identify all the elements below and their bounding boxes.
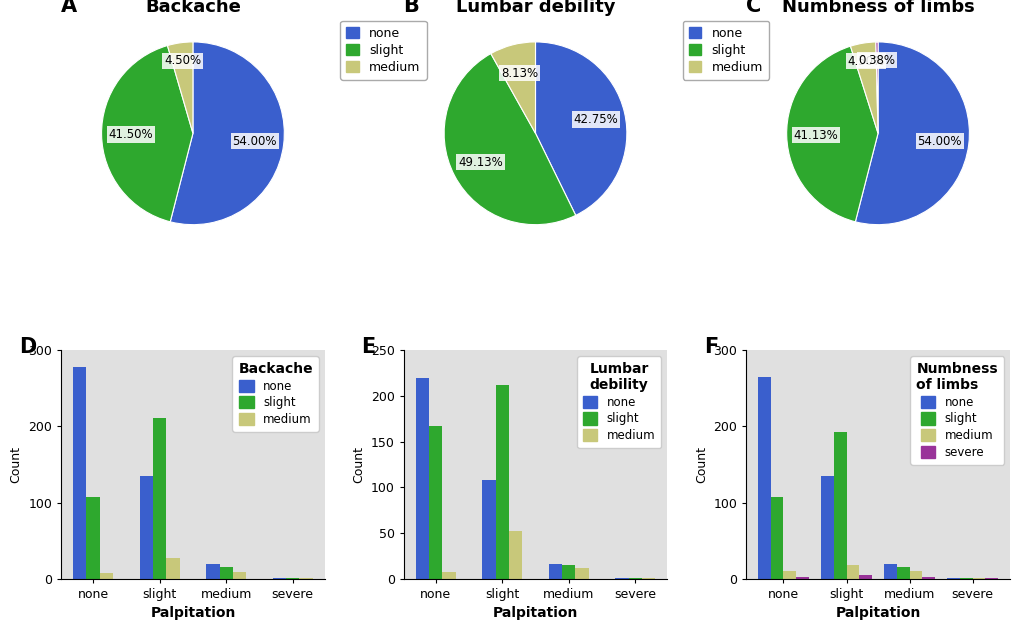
Text: 8.13%: 8.13% (500, 67, 538, 80)
Bar (896, 567, 909, 579)
Bar (140, 476, 153, 579)
Text: C: C (745, 0, 760, 17)
Wedge shape (170, 42, 284, 225)
Bar (416, 378, 429, 579)
Bar (87, 497, 100, 579)
Bar (300, 578, 313, 579)
X-axis label: Palpitation: Palpitation (150, 606, 235, 620)
Title: Numbness of limbs: Numbness of limbs (781, 0, 973, 16)
Wedge shape (102, 46, 193, 222)
Wedge shape (443, 53, 575, 225)
Y-axis label: Count: Count (352, 446, 365, 483)
Bar (846, 565, 858, 579)
Bar (285, 578, 300, 579)
Bar (206, 563, 219, 579)
Text: 4.50%: 4.50% (847, 55, 883, 67)
Text: 54.00%: 54.00% (916, 135, 961, 148)
Bar (783, 571, 795, 579)
Bar (984, 578, 997, 579)
Bar (272, 578, 285, 579)
Text: E: E (362, 336, 375, 357)
Text: 4.50%: 4.50% (164, 55, 201, 67)
Bar (429, 426, 442, 579)
Bar (100, 572, 113, 579)
Legend: none, slight, medium: none, slight, medium (232, 356, 319, 432)
Bar (959, 578, 972, 579)
Bar (628, 578, 641, 579)
Bar (858, 575, 871, 579)
Wedge shape (167, 42, 193, 134)
Bar (883, 563, 896, 579)
Y-axis label: Count: Count (694, 446, 707, 483)
Legend: none, slight, medium: none, slight, medium (682, 21, 768, 80)
Bar (166, 558, 179, 579)
Bar (508, 531, 522, 579)
Text: 0.38%: 0.38% (858, 53, 895, 67)
Bar (757, 377, 770, 579)
Legend: none, slight, medium, severe: none, slight, medium, severe (910, 356, 1003, 464)
Text: 49.13%: 49.13% (458, 156, 502, 169)
Text: F: F (703, 336, 717, 357)
Bar (770, 497, 783, 579)
Bar (947, 578, 959, 579)
Bar (834, 432, 846, 579)
Bar (73, 367, 87, 579)
Bar (442, 572, 455, 579)
Wedge shape (875, 42, 877, 134)
Bar (153, 418, 166, 579)
Bar (909, 571, 921, 579)
Text: 41.50%: 41.50% (108, 128, 153, 141)
X-axis label: Palpitation: Palpitation (492, 606, 578, 620)
Bar (575, 568, 588, 579)
Bar (219, 567, 232, 579)
X-axis label: Palpitation: Palpitation (835, 606, 920, 620)
Bar (495, 385, 508, 579)
Text: 54.00%: 54.00% (232, 135, 276, 148)
Bar (641, 578, 654, 579)
Wedge shape (535, 42, 627, 216)
Legend: none, slight, medium: none, slight, medium (340, 21, 426, 80)
Text: B: B (403, 0, 419, 17)
Title: Backache: Backache (145, 0, 240, 16)
Bar (972, 578, 984, 579)
Bar (561, 565, 575, 579)
Wedge shape (855, 42, 968, 225)
Bar (614, 578, 628, 579)
Wedge shape (786, 46, 877, 222)
Text: D: D (19, 336, 37, 357)
Bar (232, 572, 246, 579)
Text: 41.13%: 41.13% (793, 128, 838, 142)
Text: A: A (60, 0, 76, 17)
Bar (795, 577, 808, 579)
Bar (820, 476, 834, 579)
Wedge shape (490, 42, 535, 134)
Text: 42.75%: 42.75% (573, 113, 618, 126)
Y-axis label: Count: Count (10, 446, 22, 483)
Wedge shape (850, 42, 877, 134)
Title: Lumbar debility: Lumbar debility (455, 0, 614, 16)
Bar (921, 577, 933, 579)
Bar (482, 480, 495, 579)
Bar (548, 564, 561, 579)
Legend: none, slight, medium: none, slight, medium (577, 356, 660, 448)
